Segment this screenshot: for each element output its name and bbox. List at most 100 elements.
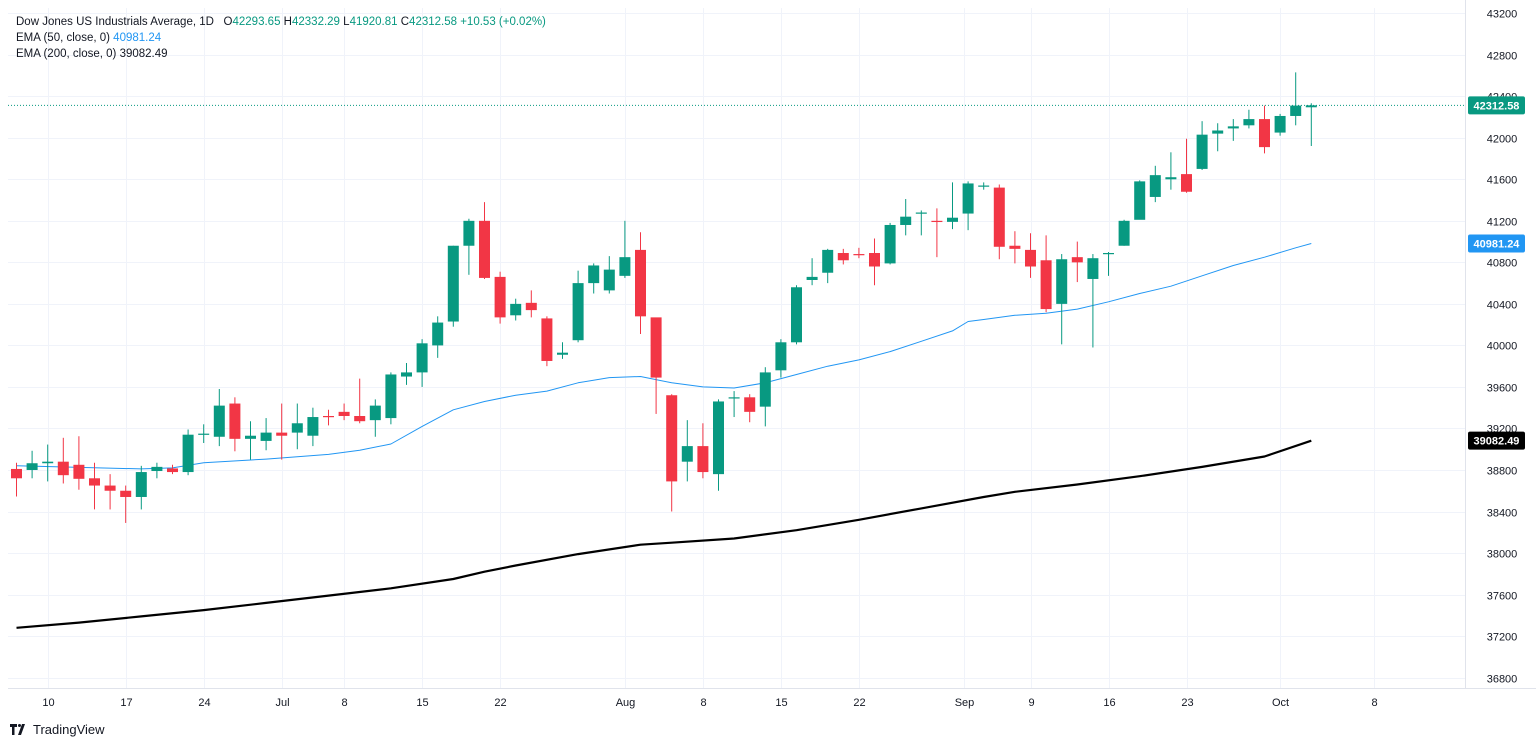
x-tick-label: 22 <box>853 697 865 709</box>
candle-body-up[interactable] <box>822 249 834 273</box>
candle-body-up[interactable] <box>1305 105 1317 108</box>
candle-body-up[interactable] <box>42 461 54 464</box>
candle-body-up[interactable] <box>463 220 475 246</box>
candle-body-down[interactable] <box>1009 245 1021 249</box>
candle-body-up[interactable] <box>962 183 974 214</box>
x-tick-label: Oct <box>1272 697 1289 709</box>
candle-body-up[interactable] <box>245 435 256 439</box>
candle-body-up[interactable] <box>1243 119 1255 126</box>
candle-body-down[interactable] <box>1259 119 1270 148</box>
candle-body-up[interactable] <box>900 216 912 225</box>
candle-body-down[interactable] <box>1040 260 1052 310</box>
candle-body-up[interactable] <box>447 245 459 322</box>
legend-ema200-row: EMA (200, close, 0) 39082.49 <box>16 46 546 62</box>
candle-body-up[interactable] <box>369 405 381 421</box>
candle-body-down[interactable] <box>276 432 288 436</box>
tradingview-logo-icon <box>10 723 25 735</box>
candle-body-down[interactable] <box>931 220 943 223</box>
candle-body-down[interactable] <box>541 318 553 361</box>
candle-body-up[interactable] <box>1196 134 1208 169</box>
candle-body-down[interactable] <box>479 220 490 278</box>
legend-high-label: H <box>283 16 292 28</box>
candle-body-up[interactable] <box>791 287 802 343</box>
candle-body-up[interactable] <box>1103 253 1114 255</box>
candle-body-down[interactable] <box>167 468 178 473</box>
candle-body-down[interactable] <box>1071 257 1083 263</box>
candle-body-down[interactable] <box>323 416 334 418</box>
candle-body-up[interactable] <box>260 432 272 441</box>
candle-body-up[interactable] <box>1087 258 1099 279</box>
candle-body-down[interactable] <box>869 253 880 267</box>
candle-body-up[interactable] <box>806 276 818 280</box>
candle-body-up[interactable] <box>135 472 147 497</box>
ema50-line <box>16 243 1312 470</box>
candle-body-down[interactable] <box>744 397 756 412</box>
candle-body-up[interactable] <box>1056 259 1068 304</box>
candle-body-down[interactable] <box>525 302 537 311</box>
candle-body-down[interactable] <box>89 478 100 486</box>
candle-body-up[interactable] <box>572 283 584 341</box>
candle-body-up[interactable] <box>151 466 163 472</box>
candle-body-down[interactable] <box>1181 174 1192 192</box>
legend-close-label: C <box>400 16 410 28</box>
candle-body-down[interactable] <box>11 468 22 479</box>
candle-body-up[interactable] <box>1227 126 1239 129</box>
candle-body-up[interactable] <box>603 269 615 291</box>
candle-body-up[interactable] <box>1149 175 1161 197</box>
candle-body-up[interactable] <box>213 405 225 437</box>
candle-body-up[interactable] <box>510 303 522 316</box>
tradingview-brand[interactable]: TradingView <box>10 719 105 739</box>
y-tick-label: 38400 <box>1487 508 1518 520</box>
x-tick-label: 22 <box>494 697 506 709</box>
y-tick-label: 41600 <box>1487 175 1518 187</box>
candle-body-up[interactable] <box>728 397 740 399</box>
candle-body-up[interactable] <box>401 372 412 377</box>
candle-body-up[interactable] <box>713 401 724 475</box>
candle-body-down[interactable] <box>697 446 709 473</box>
candle-body-up[interactable] <box>182 434 194 473</box>
candle-body-up[interactable] <box>307 417 319 436</box>
candle-body-up[interactable] <box>759 372 771 407</box>
candle-body-down[interactable] <box>73 464 85 479</box>
candle-body-up[interactable] <box>775 342 787 371</box>
candle-body-up[interactable] <box>619 257 631 276</box>
candle-body-down[interactable] <box>1025 249 1036 267</box>
candle-body-up[interactable] <box>978 185 990 187</box>
candle-body-up[interactable] <box>1118 220 1130 246</box>
candle-body-up[interactable] <box>588 265 600 284</box>
x-tick-label: Aug <box>616 697 636 709</box>
candle-body-down[interactable] <box>837 253 849 261</box>
candle-body-up[interactable] <box>1134 181 1146 220</box>
candle-body-down[interactable] <box>120 490 132 497</box>
candle-body-up[interactable] <box>385 374 397 419</box>
candle-body-up[interactable] <box>915 212 927 214</box>
candle-body-down[interactable] <box>354 416 366 422</box>
candle-body-up[interactable] <box>291 423 303 433</box>
y-tick-label: 42000 <box>1487 134 1518 146</box>
candle-body-up[interactable] <box>198 433 210 435</box>
candle-body-up[interactable] <box>432 322 444 346</box>
candle-body-down[interactable] <box>993 187 1005 247</box>
legend-close-value: 42312.58 <box>409 16 458 28</box>
candle-body-down[interactable] <box>104 485 116 491</box>
candle-body-up[interactable] <box>947 217 958 222</box>
candle-body-down[interactable] <box>635 249 646 317</box>
candle-body-down[interactable] <box>57 461 69 476</box>
price-axis-panel[interactable] <box>1465 0 1536 744</box>
candle-body-up[interactable] <box>681 446 693 462</box>
candle-body-up[interactable] <box>1212 130 1224 134</box>
candle-body-down[interactable] <box>338 411 350 416</box>
candle-body-up[interactable] <box>1290 105 1302 116</box>
candle-body-up[interactable] <box>416 343 428 373</box>
candle-body-up[interactable] <box>1274 115 1286 133</box>
candle-body-down[interactable] <box>494 276 506 318</box>
candle-body-up[interactable] <box>884 224 896 264</box>
candle-body-up[interactable] <box>26 463 38 470</box>
candle-body-up[interactable] <box>557 352 568 355</box>
candle-body-down[interactable] <box>666 395 678 482</box>
candle-body-down[interactable] <box>229 403 241 439</box>
candle-body-down[interactable] <box>650 317 662 378</box>
candle-body-up[interactable] <box>1165 177 1177 180</box>
candle-body-down[interactable] <box>853 254 865 256</box>
